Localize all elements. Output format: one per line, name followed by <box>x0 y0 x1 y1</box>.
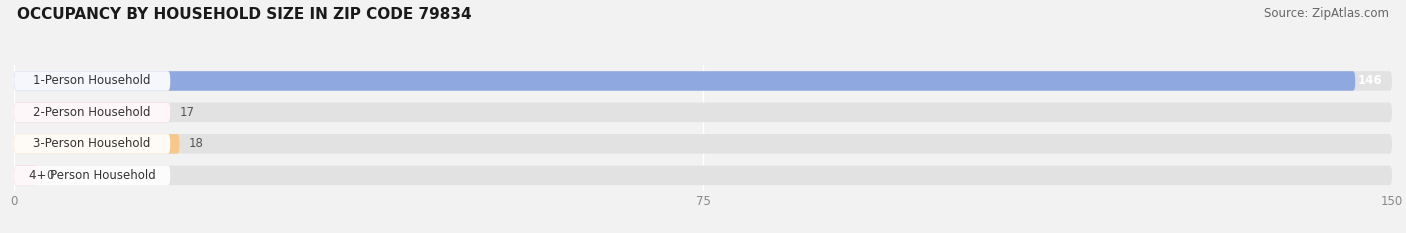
FancyBboxPatch shape <box>14 166 37 185</box>
Text: 3-Person Household: 3-Person Household <box>34 137 150 150</box>
Text: 1-Person Household: 1-Person Household <box>34 75 150 87</box>
FancyBboxPatch shape <box>14 103 170 122</box>
FancyBboxPatch shape <box>14 166 170 185</box>
Text: 17: 17 <box>180 106 194 119</box>
FancyBboxPatch shape <box>14 134 1392 154</box>
Text: OCCUPANCY BY HOUSEHOLD SIZE IN ZIP CODE 79834: OCCUPANCY BY HOUSEHOLD SIZE IN ZIP CODE … <box>17 7 471 22</box>
FancyBboxPatch shape <box>14 134 170 154</box>
FancyBboxPatch shape <box>14 134 180 154</box>
FancyBboxPatch shape <box>14 166 1392 185</box>
FancyBboxPatch shape <box>14 71 170 91</box>
FancyBboxPatch shape <box>14 71 1355 91</box>
Text: Source: ZipAtlas.com: Source: ZipAtlas.com <box>1264 7 1389 20</box>
Text: 146: 146 <box>1358 75 1382 87</box>
Text: 4+ Person Household: 4+ Person Household <box>28 169 156 182</box>
FancyBboxPatch shape <box>14 71 1392 91</box>
Text: 0: 0 <box>46 169 53 182</box>
Text: 2-Person Household: 2-Person Household <box>34 106 150 119</box>
FancyBboxPatch shape <box>14 103 170 122</box>
Text: 18: 18 <box>188 137 204 150</box>
FancyBboxPatch shape <box>14 103 1392 122</box>
